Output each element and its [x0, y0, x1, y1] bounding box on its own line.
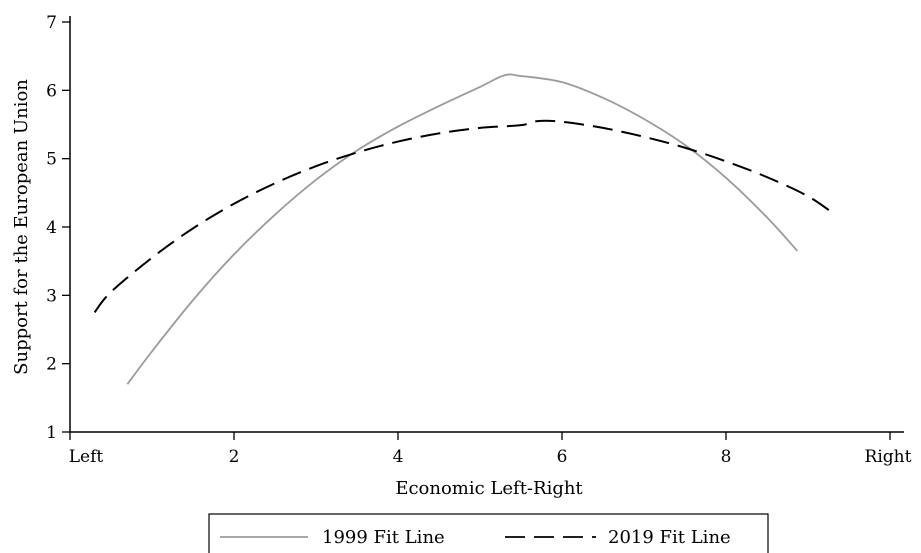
y-tick-label: 1 — [46, 423, 57, 443]
y-tick-label: 7 — [46, 13, 57, 33]
series-line-2019 — [93, 119, 836, 314]
x-tick-label: 6 — [557, 447, 568, 467]
x-ticks: Left 2 4 6 8 Right — [69, 432, 912, 467]
x-tick-label: 8 — [721, 447, 732, 467]
y-tick-label: 4 — [46, 218, 57, 238]
y-ticks: 1 2 3 4 5 6 7 — [46, 13, 70, 443]
chart-series-group — [93, 73, 836, 385]
chart-legend: 1999 Fit Line 2019 Fit Line — [208, 513, 769, 553]
chart-axes — [69, 16, 904, 433]
legend-label-2019: 2019 Fit Line — [608, 527, 731, 548]
y-tick-label: 5 — [46, 150, 57, 170]
x-tick-label: Left — [69, 447, 104, 467]
x-tick-label: Right — [865, 447, 912, 467]
x-tick-label: 4 — [393, 447, 404, 467]
y-tick-label: 6 — [46, 81, 57, 101]
y-tick-label: 2 — [46, 355, 57, 375]
x-tick-label: 2 — [229, 447, 240, 467]
legend-box — [208, 513, 769, 553]
legend-label-1999: 1999 Fit Line — [322, 527, 445, 548]
series-line-1999 — [126, 73, 799, 385]
y-tick-label: 3 — [46, 286, 57, 306]
y-axis-title: Support for the European Union — [11, 79, 32, 375]
x-axis-title: Economic Left-Right — [395, 478, 583, 499]
